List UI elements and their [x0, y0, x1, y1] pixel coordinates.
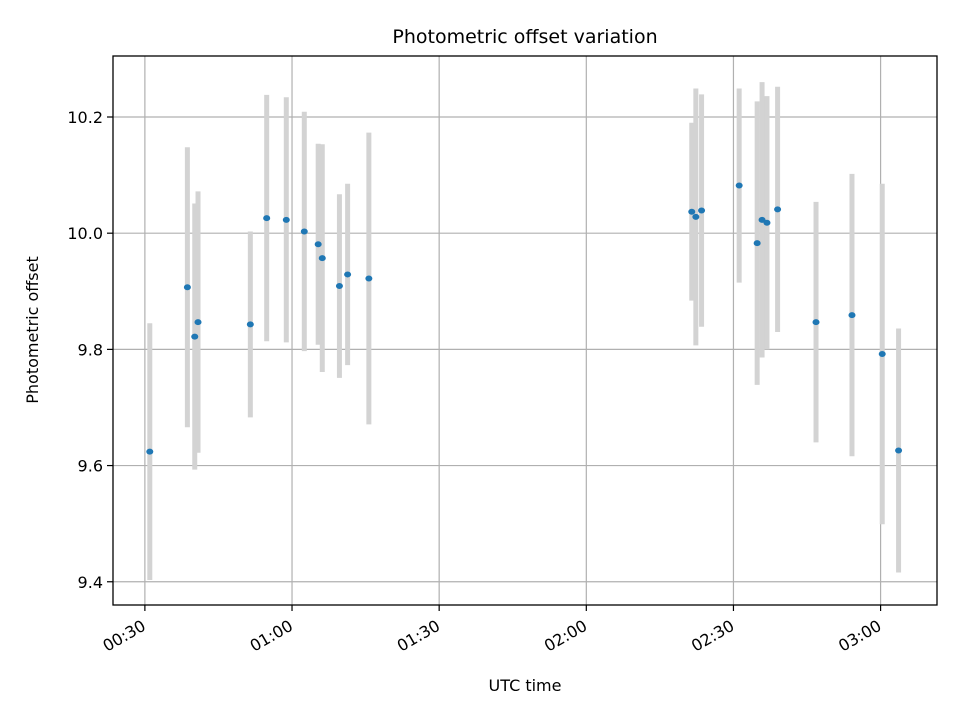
- data-point: [146, 448, 154, 455]
- y-tick-label: 9.8: [78, 340, 103, 359]
- data-point: [848, 312, 856, 319]
- data-point: [300, 228, 308, 235]
- data-point: [753, 240, 761, 247]
- data-point: [183, 284, 191, 291]
- data-point: [688, 208, 696, 215]
- data-point: [282, 216, 290, 223]
- y-tick-label: 9.4: [78, 573, 103, 592]
- data-point: [758, 216, 766, 223]
- data-points: [146, 182, 903, 455]
- x-axis-title: UTC time: [489, 676, 562, 695]
- data-point: [812, 319, 820, 326]
- data-point: [318, 255, 326, 262]
- y-tick-label: 9.6: [78, 457, 103, 476]
- y-tick-label: 10.2: [67, 108, 103, 127]
- data-point: [344, 271, 352, 278]
- data-point: [735, 182, 743, 189]
- data-point: [191, 333, 199, 340]
- plot-frame: [112, 55, 938, 606]
- data-point: [698, 207, 706, 214]
- chart-title: Photometric offset variation: [392, 26, 657, 48]
- data-point: [263, 215, 271, 222]
- data-point: [194, 319, 202, 326]
- y-axis-title: Photometric offset: [23, 256, 42, 404]
- y-tick-label: 10.0: [67, 224, 103, 243]
- data-point: [246, 321, 254, 328]
- data-point: [365, 275, 373, 282]
- data-point: [763, 219, 771, 226]
- data-point: [692, 213, 700, 220]
- data-point: [314, 241, 322, 248]
- data-point: [878, 351, 886, 358]
- data-point: [774, 206, 782, 213]
- data-point: [895, 447, 903, 454]
- data-point: [335, 283, 343, 290]
